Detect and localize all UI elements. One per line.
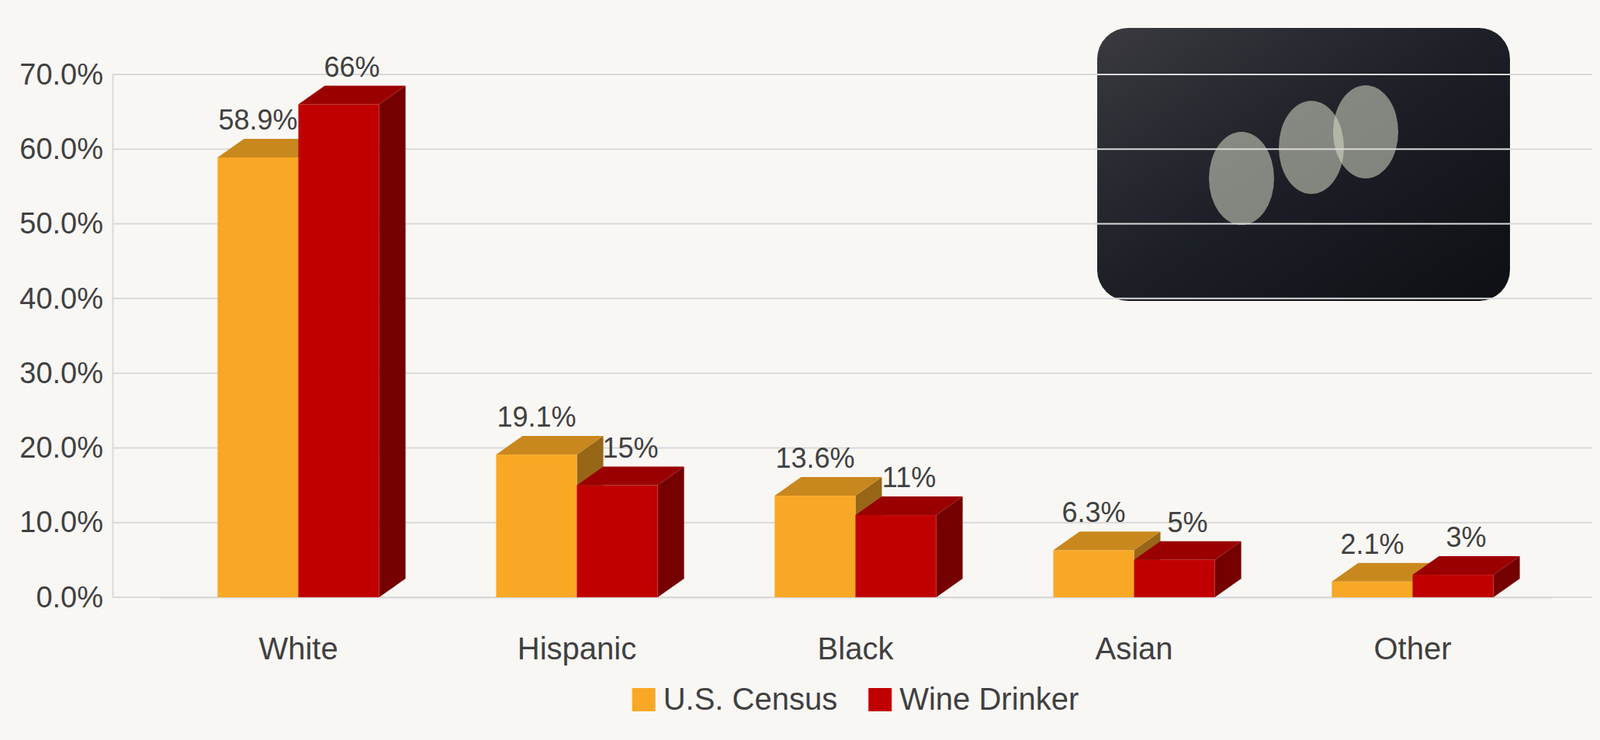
bar [774, 495, 856, 598]
y-tick-label: 30.0% [19, 356, 104, 390]
x-tick: Hispanic [517, 597, 637, 666]
bar-top [774, 477, 882, 496]
data-label: 13.6% [775, 442, 855, 475]
x-tick-label: Black [817, 631, 895, 666]
y-tick: 10.0% [19, 505, 113, 539]
photo-inset [1097, 27, 1510, 302]
x-tick: White [258, 597, 338, 666]
x-axis: White Hispanic Black Asian Other [159, 597, 1553, 666]
x-tick-label: Other [1373, 631, 1452, 666]
grid [112, 74, 1593, 598]
bar [1331, 581, 1413, 598]
bar [1412, 574, 1494, 598]
y-tick-label: 70.0% [19, 58, 104, 91]
bar-side [658, 467, 685, 598]
bar-top [298, 86, 406, 105]
legend-label: Wine Drinker [899, 682, 1079, 717]
photo-glass [1333, 85, 1399, 179]
y-tick: 70.0% [19, 58, 113, 91]
y-tick: 40.0% [19, 282, 113, 316]
legend: U.S. Census Wine Drinker [632, 682, 1080, 717]
bars [217, 86, 1520, 598]
bar [1052, 550, 1134, 598]
legend-label: U.S. Census [663, 682, 839, 717]
x-tick-label: Asian [1094, 631, 1173, 666]
y-tick-label: 20.0% [19, 431, 104, 465]
y-tick-label: 60.0% [19, 132, 104, 166]
data-label: 11% [882, 461, 936, 494]
x-tick-label: Hispanic [517, 631, 637, 666]
bar [577, 485, 659, 598]
bar [855, 515, 937, 598]
data-label: 58.9% [218, 103, 298, 136]
legend-swatch [868, 688, 892, 712]
photo-frame [1097, 27, 1510, 302]
bar [1134, 560, 1216, 598]
legend-item: U.S. Census [632, 682, 839, 717]
x-tick: Black [817, 597, 895, 666]
legend-swatch [632, 688, 656, 712]
bar [495, 454, 577, 598]
x-tick: Other [1373, 597, 1452, 666]
bar-side [379, 86, 406, 598]
bar-top [1052, 531, 1161, 551]
bar-top [855, 496, 963, 516]
y-tick: 20.0% [19, 431, 113, 465]
bar [217, 157, 298, 598]
data-label: 2.1% [1340, 528, 1404, 561]
y-axis-line [112, 75, 115, 599]
y-tick-label: 40.0% [19, 282, 104, 316]
bar-top [1134, 541, 1242, 561]
bar-top [577, 467, 685, 486]
bar [298, 104, 380, 598]
data-label: 19.1% [496, 401, 576, 433]
photo-glass [1208, 131, 1275, 226]
y-tick: 50.0% [19, 207, 113, 240]
y-tick: 30.0% [19, 356, 113, 390]
data-labels: 58.9% 66% 19.1% 15% 13.6% 11% 6.3% 5% 2.1% 3% [218, 51, 1486, 561]
bar-top [1412, 556, 1521, 575]
chart: 0.0% 10.0% 20.0% 30.0% 40.0% 50.0% 60.0% 70.0% W… [0, 0, 1600, 740]
y-tick: 60.0% [19, 132, 113, 166]
y-tick: 0.0% [35, 581, 113, 614]
data-label: 6.3% [1061, 496, 1126, 529]
data-label: 15% [602, 432, 659, 465]
data-label: 66% [324, 51, 381, 84]
x-tick-label: White [258, 631, 338, 666]
data-label: 5% [1167, 506, 1209, 539]
legend-item: Wine Drinker [868, 682, 1079, 717]
data-label: 3% [1446, 521, 1487, 554]
photo-glass [1278, 100, 1344, 194]
y-axis: 0.0% 10.0% 20.0% 30.0% 40.0% 50.0% 60.0% 70.0% [19, 58, 113, 614]
y-tick-label: 50.0% [19, 207, 104, 240]
x-tick: Asian [1094, 597, 1173, 666]
bar-top [495, 436, 603, 455]
y-tick-label: 0.0% [35, 581, 104, 614]
y-tick-label: 10.0% [19, 505, 104, 539]
